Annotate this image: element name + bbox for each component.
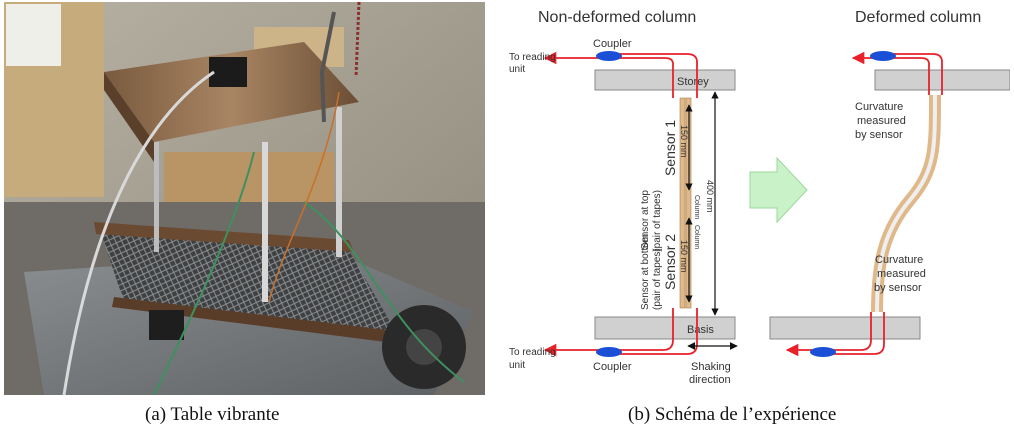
curvature-bottom-3: by sensor	[874, 282, 922, 294]
curvature-bottom-2: measured	[877, 268, 926, 280]
fiber-deformed-bottom-left	[785, 312, 872, 357]
column-tape-left	[679, 97, 686, 309]
shaking-label-2: direction	[689, 374, 731, 386]
vibrating-table-photo	[4, 2, 485, 395]
curvature-top-1: Curvature	[855, 101, 903, 113]
coupler-deformed-top	[870, 51, 896, 61]
sensor-box-top	[209, 57, 247, 87]
reading-unit-label-bottom-2: unit	[509, 360, 525, 371]
cable-green-2	[303, 201, 465, 383]
dim-150-top-label: 150 mm	[679, 125, 689, 158]
sensor-top-desc-1: Sensor at top	[640, 190, 651, 250]
curvature-bottom-1: Curvature	[875, 254, 923, 266]
fiber-deformed-top-right	[890, 53, 943, 95]
dim-150-bottom-label: 150 mm	[679, 240, 689, 273]
experiment-schematic: Non-deformed column Deformed column Stor…	[509, 9, 1010, 386]
curvature-top-3: by sensor	[855, 129, 903, 141]
shaking-label-1: Shaking	[691, 361, 731, 373]
column-label-bottom: Column	[693, 225, 700, 249]
coupler-top	[596, 51, 622, 61]
sensor-1-label: Sensor 1	[662, 120, 678, 176]
coupler-label-top: Coupler	[593, 38, 632, 50]
column-back-left	[154, 142, 159, 252]
cable-orange	[268, 91, 340, 303]
column-tape-right	[685, 97, 692, 309]
storey-plate	[594, 69, 736, 91]
hanging-chain	[354, 2, 361, 78]
caption-schema: (b) Schéma de l’expérience	[628, 404, 837, 425]
sensor-bottom-desc-1: Sensor at bottom	[640, 234, 651, 310]
title-non-deformed: Non-deformed column	[538, 9, 696, 26]
caption-table: (a) Table vibrante	[145, 404, 280, 425]
dim-400-label: 400 mm	[705, 180, 715, 213]
fiber-bottom-left	[543, 308, 674, 357]
reading-unit-label-bottom-1: To reading	[509, 347, 556, 358]
label-sticker	[6, 4, 61, 66]
sensor-bottom-desc-2: (pair of tapes)	[652, 248, 663, 310]
basis-plate-deformed	[769, 316, 921, 340]
rail-front	[112, 297, 404, 344]
column-left	[262, 142, 268, 302]
storey-label: Storey	[677, 76, 709, 88]
basis-plate	[594, 316, 736, 340]
wooden-top-plate	[104, 42, 359, 142]
cable-green	[153, 151, 255, 395]
mesh-cage	[99, 227, 399, 337]
sensor-2-label: Sensor 2	[662, 234, 678, 290]
coupler-bottom	[596, 347, 622, 357]
sensor-top-desc-2: (pair of tapes)	[652, 190, 663, 252]
deformed-column-core	[875, 94, 937, 313]
cable-grey	[62, 70, 215, 395]
lamp-arm	[319, 11, 336, 123]
reading-unit-label-top-2: unit	[509, 64, 525, 75]
reading-unit-label-top-1: To reading	[509, 52, 556, 63]
transition-arrow	[749, 156, 808, 224]
basis-label: Basis	[687, 324, 714, 336]
column-right	[336, 107, 342, 257]
coupler-deformed-bottom	[810, 347, 836, 357]
fiber-deformed-bottom-right	[823, 312, 885, 355]
wooden-top-plate-edge	[104, 72, 154, 162]
coupler-label-bottom: Coupler	[593, 361, 632, 373]
title-deformed: Deformed column	[855, 9, 981, 26]
fiber-top-right	[615, 53, 698, 98]
fiber-top-left	[543, 51, 674, 98]
column-label-top: Column	[693, 195, 700, 219]
sensor-box-bottom	[149, 310, 184, 340]
fiber-deformed-top-left	[851, 51, 930, 95]
curvature-top-2: measured	[857, 115, 906, 127]
